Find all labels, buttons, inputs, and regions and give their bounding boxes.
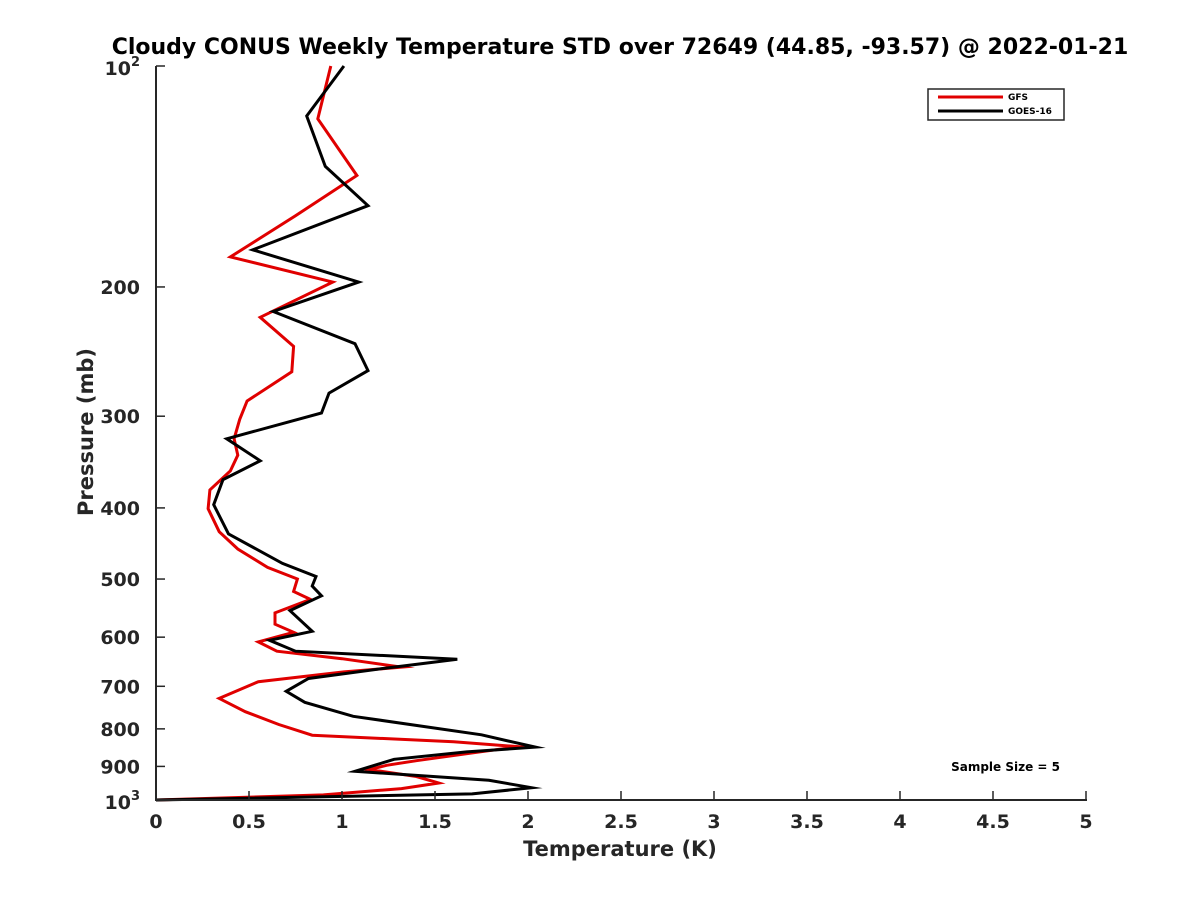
axes-layer: 0 0.5 1 1.5 2 2.5 3 3.5 4 4.5 51022003004005006007… <box>100 55 1092 833</box>
series-line-goes-16 <box>155 65 546 802</box>
legend-label: GOES-16 <box>1008 107 1052 117</box>
sample-size-annotation: Sample Size = 5 <box>951 760 1060 774</box>
x-tick-label: 4.5 <box>976 811 1010 833</box>
x-tick-label: 3.5 <box>790 811 824 833</box>
x-tick-label: 1 <box>335 811 348 833</box>
y-tick-label: 800 <box>100 719 140 741</box>
y-tick-label: 200 <box>100 277 140 299</box>
x-tick-label: 4 <box>893 811 906 833</box>
y-tick-label: 700 <box>100 676 140 698</box>
y-tick-exponent: 2 <box>131 55 140 70</box>
x-tick-label: 1.5 <box>418 811 452 833</box>
y-tick-base: 10 <box>105 58 131 80</box>
y-tick-label: 600 <box>100 627 140 649</box>
y-tick-exponent: 3 <box>131 789 140 804</box>
x-tick-label: 2.5 <box>604 811 638 833</box>
x-tick-label: 0 <box>149 811 162 833</box>
y-tick-label: 500 <box>100 569 140 591</box>
x-tick-label: 3 <box>707 811 720 833</box>
y-tick-label: 102 <box>105 55 141 80</box>
legend-label: GFS <box>1008 93 1028 103</box>
series-line-gfs <box>155 65 534 802</box>
x-tick-label: 2 <box>521 811 534 833</box>
y-axis-label: Pressure (mb) <box>74 348 98 516</box>
legend: GFS GOES-16 <box>927 88 1065 121</box>
y-tick-base: 10 <box>105 792 131 814</box>
legend-box <box>927 88 1065 121</box>
y-tick-label: 900 <box>100 756 140 778</box>
chart-title: Cloudy CONUS Weekly Temperature STD over… <box>112 35 1129 60</box>
x-tick-label: 0.5 <box>232 811 266 833</box>
x-tick-label: 5 <box>1079 811 1092 833</box>
series-layer <box>155 65 546 802</box>
y-tick-label: 103 <box>105 789 141 814</box>
x-axis-label: Temperature (K) <box>523 837 717 861</box>
y-tick-label: 300 <box>100 406 140 428</box>
y-tick-label: 400 <box>100 498 140 520</box>
